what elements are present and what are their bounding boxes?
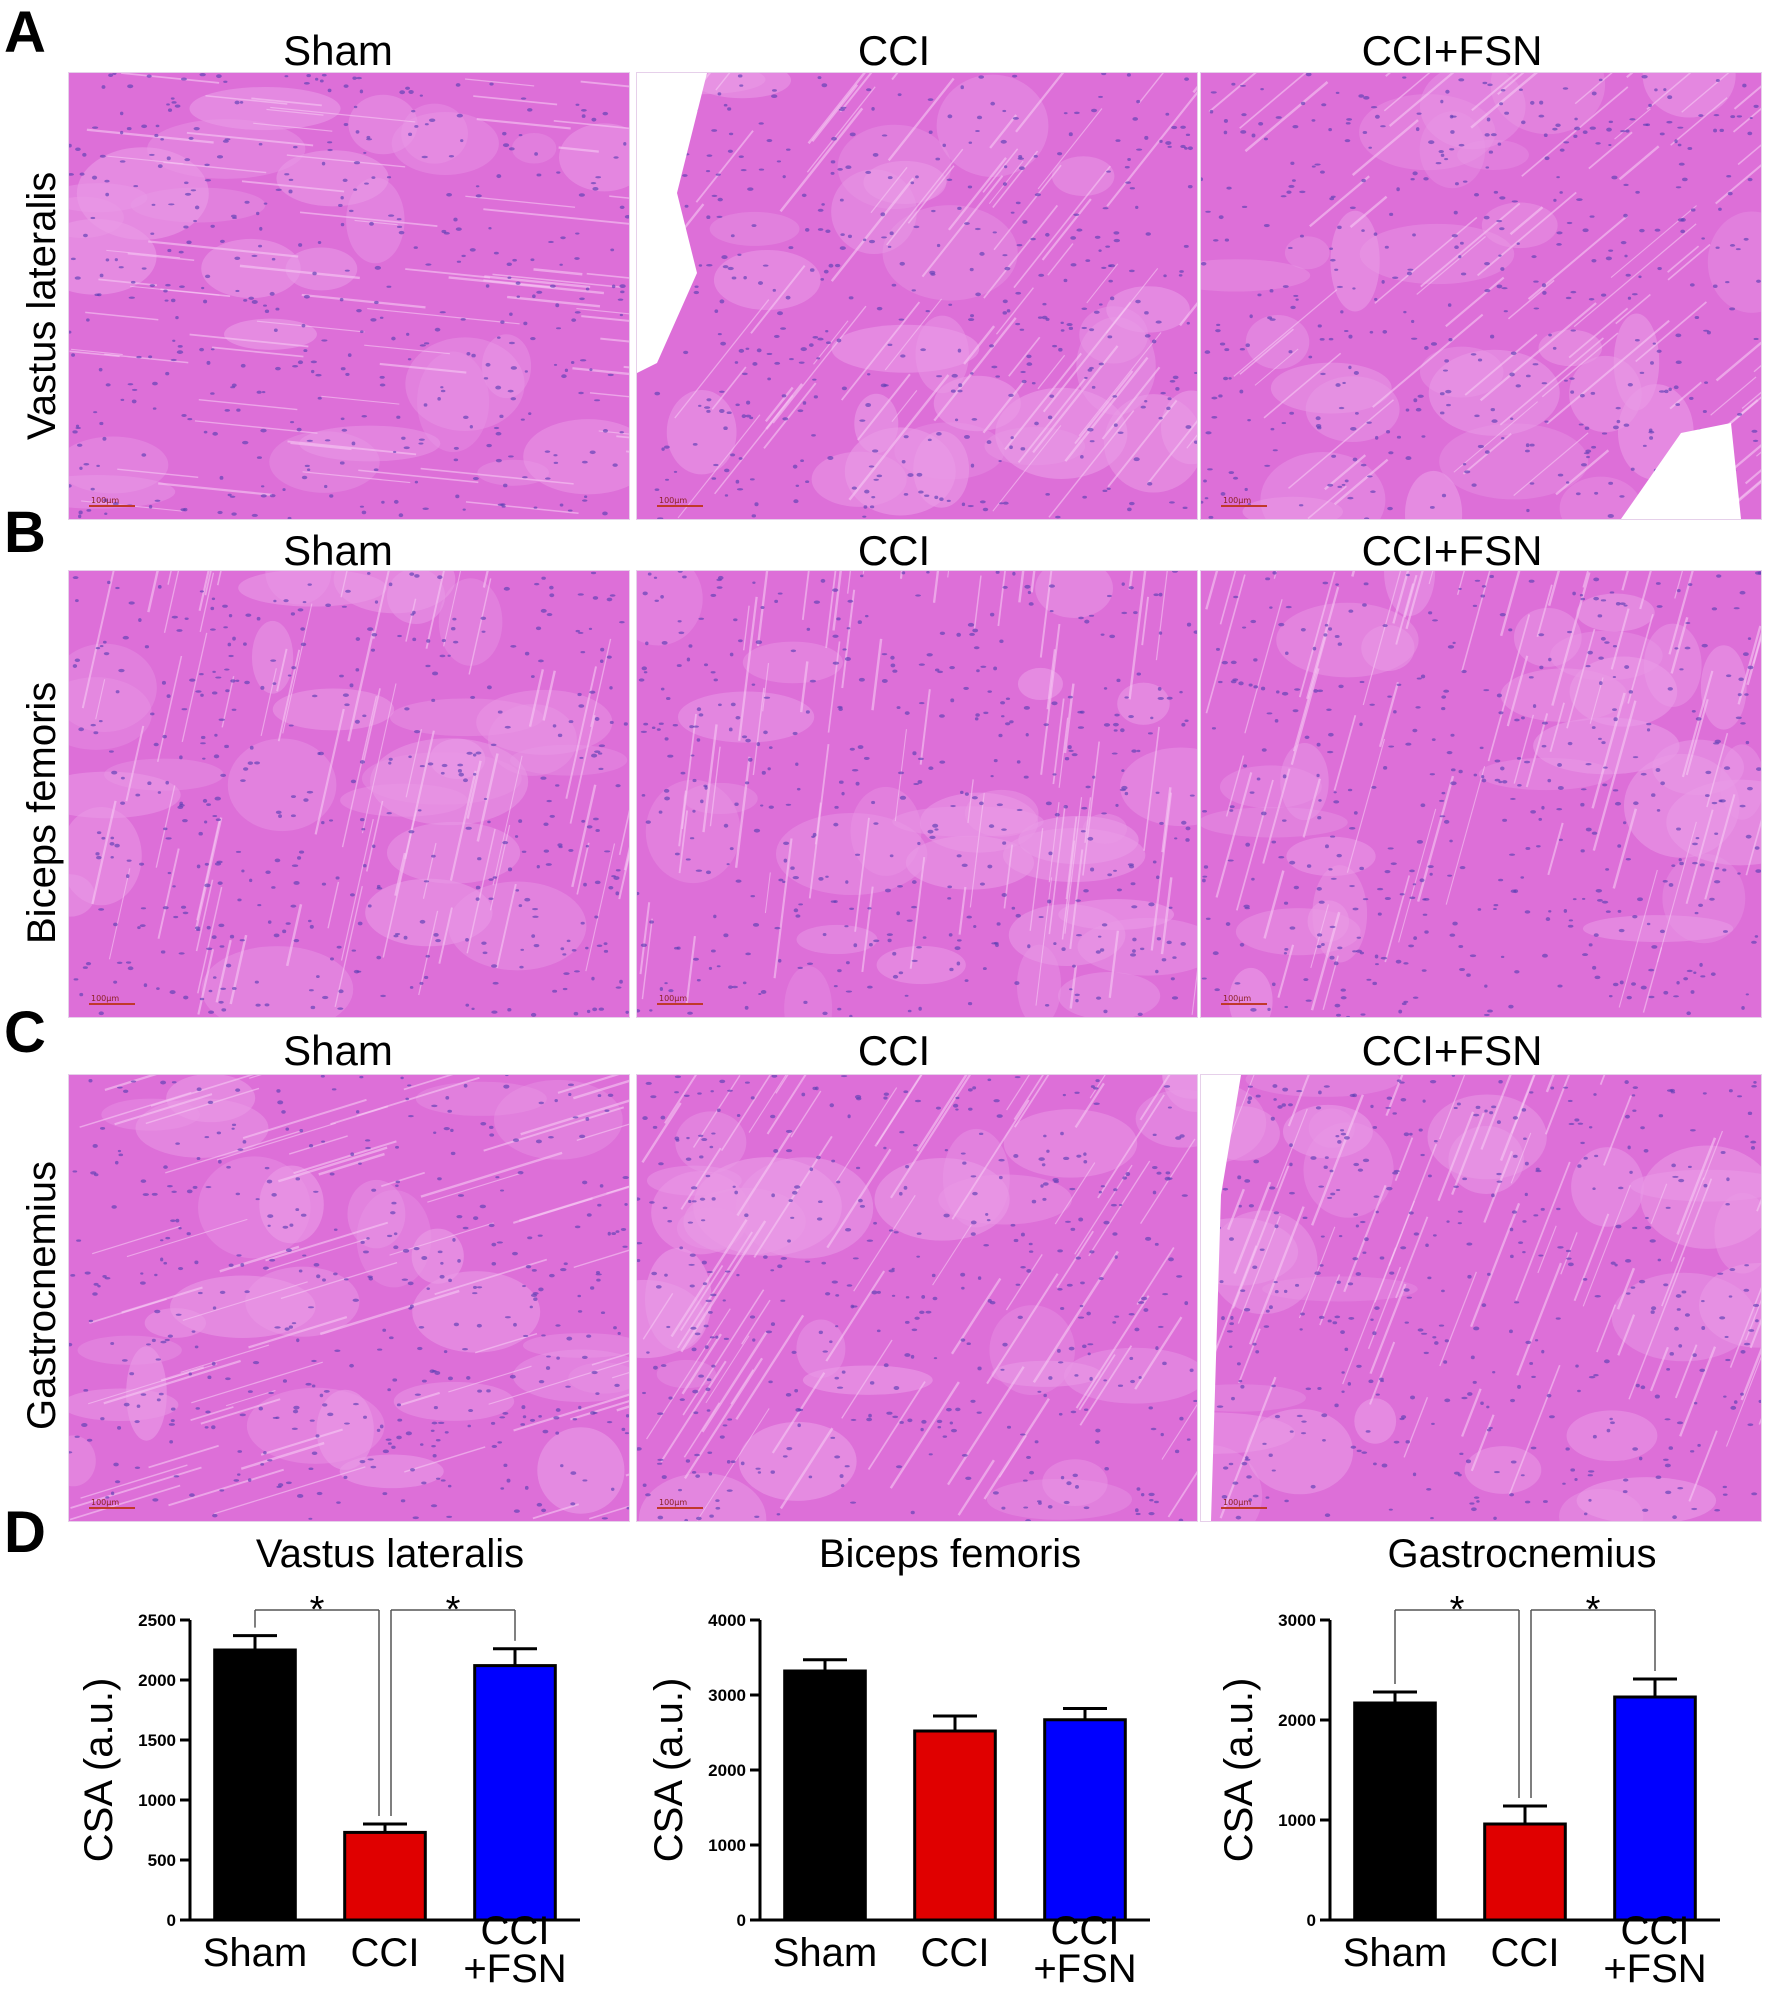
y-tick-label: 500 — [148, 1851, 176, 1870]
micrograph-biceps-cci: 100μm — [636, 570, 1198, 1018]
category-label: CCI — [1491, 1931, 1560, 1975]
micrograph-gastrocnemius-cci: 100μm — [636, 1074, 1198, 1522]
category-label: CCI — [921, 1931, 990, 1975]
chart-title-vastus: Vastus lateralis — [255, 1532, 525, 1576]
col-title-cci-b: CCI — [857, 527, 931, 574]
category-label: Sham — [203, 1931, 308, 1975]
y-tick-label: 0 — [1307, 1911, 1316, 1930]
panel-letter-b: B — [4, 500, 46, 565]
y-tick-label: 2000 — [138, 1671, 176, 1690]
y-axis-label: CSA (a.u.) — [1217, 1678, 1261, 1863]
panel-letter-c: C — [4, 1000, 46, 1065]
bar-chart-vastus: 0 500 1000 1500 2000 2500 CSA (a.u.) Sham CCI CCI… — [77, 1589, 580, 1991]
col-title-sham-b: Sham — [283, 527, 393, 574]
panel-letter-d: D — [4, 1500, 46, 1565]
y-tick-label: 2000 — [708, 1761, 746, 1780]
category-label: +FSN — [1033, 1947, 1136, 1991]
bar-3 — [1613, 1695, 1697, 1922]
y-tick-label: 0 — [167, 1911, 176, 1930]
micrograph-biceps-cci-fsn: 100μm — [1200, 570, 1762, 1018]
micrograph-vastus-cci-fsn: 100μm — [1200, 72, 1762, 520]
micrograph-biceps-sham: 100μm — [68, 570, 630, 1018]
category-label: CCI — [481, 1909, 550, 1953]
row-label-gastrocnemius: Gastrocnemius — [20, 1161, 64, 1430]
y-tick-label: 1500 — [138, 1731, 176, 1750]
chart-title-gastrocnemius: Gastrocnemius — [1387, 1532, 1657, 1576]
category-label: +FSN — [463, 1947, 566, 1991]
category-label: CCI — [1621, 1909, 1690, 1953]
significance-star: * — [1586, 1589, 1601, 1631]
y-tick-label: 1000 — [708, 1836, 746, 1855]
category-label: Sham — [773, 1931, 878, 1975]
bar-3 — [1043, 1718, 1127, 1922]
y-tick-label: 0 — [737, 1911, 746, 1930]
significance-star: * — [310, 1589, 325, 1631]
panel-letter-a: A — [4, 0, 46, 65]
col-title-cci-fsn-a: CCI+FSN — [1361, 27, 1543, 74]
bar-2 — [1483, 1822, 1567, 1922]
y-tick-label: 1000 — [138, 1791, 176, 1810]
bar-3 — [473, 1664, 557, 1922]
col-title-cci-a: CCI — [857, 27, 931, 74]
col-title-sham-c: Sham — [283, 1027, 393, 1074]
category-label: CCI — [1051, 1909, 1120, 1953]
col-title-cci-c: CCI — [857, 1027, 931, 1074]
row-label-vastus: Vastus lateralis — [20, 171, 64, 440]
y-axis-label: CSA (a.u.) — [77, 1678, 121, 1863]
y-axis-label: CSA (a.u.) — [647, 1678, 691, 1863]
col-title-cci-fsn-c: CCI+FSN — [1361, 1027, 1543, 1074]
y-tick-label: 3000 — [708, 1686, 746, 1705]
micrograph-vastus-cci: 100μm — [636, 72, 1198, 520]
significance-star: * — [446, 1589, 461, 1631]
bar-1 — [783, 1669, 867, 1922]
row-label-biceps: Biceps femoris — [20, 681, 64, 944]
category-label: Sham — [1343, 1931, 1448, 1975]
bar-2 — [913, 1729, 997, 1922]
y-tick-label: 2000 — [1278, 1711, 1316, 1730]
bar-1 — [213, 1648, 297, 1922]
col-title-cci-fsn-b: CCI+FSN — [1361, 527, 1543, 574]
category-label: +FSN — [1603, 1947, 1706, 1991]
y-tick-label: 3000 — [1278, 1611, 1316, 1630]
chart-title-biceps: Biceps femoris — [818, 1532, 1082, 1576]
y-tick-label: 2500 — [138, 1611, 176, 1630]
significance-star: * — [1450, 1589, 1465, 1631]
category-label: CCI — [351, 1931, 420, 1975]
micrograph-gastrocnemius-sham: 100μm — [68, 1074, 630, 1522]
y-tick-label: 1000 — [1278, 1811, 1316, 1830]
y-tick-label: 4000 — [708, 1611, 746, 1630]
bar-1 — [1353, 1701, 1437, 1922]
col-title-sham-a: Sham — [283, 27, 393, 74]
micrograph-gastrocnemius-cci-fsn: 100μm — [1200, 1074, 1762, 1522]
micrograph-vastus-sham: 100μm — [68, 72, 630, 520]
bar-2 — [343, 1830, 427, 1922]
